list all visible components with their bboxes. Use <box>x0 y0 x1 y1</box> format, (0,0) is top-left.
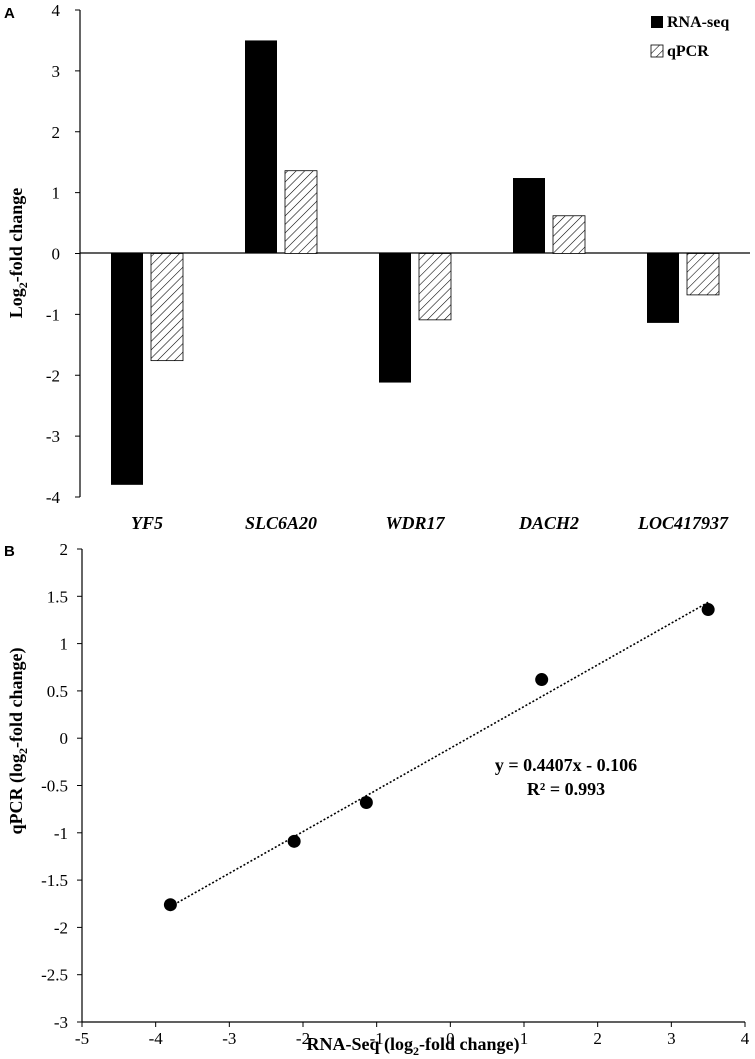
panel-b-scatter-plot: 2 1.5 1 0.5 0 -0.5 -1 -1.5 -2 -2.5 -3 -5 -4 -3 -2 -1 0 1 2… <box>6 540 750 1058</box>
a-y-tick-label: 3 <box>52 62 61 81</box>
b-y-tick-label: 1 <box>60 635 69 654</box>
b-y-tick-label: 1.5 <box>47 587 68 606</box>
bar-rna-seq-yf5 <box>111 253 143 485</box>
bar-qpcr-yf5 <box>150 253 184 362</box>
a-category-label-loc417937: LOC417937 <box>637 513 729 533</box>
b-y-axis-title: qPCR (log2-fold change) <box>6 648 30 835</box>
trendline <box>170 601 709 908</box>
b-x-tick-label: -1 <box>370 1029 384 1048</box>
b-y-tick-label: 0 <box>60 729 69 748</box>
b-x-axis-title: RNA-Seq (log2-fold change) <box>307 1034 520 1058</box>
panel-a-label: A <box>4 5 15 22</box>
bar-rna-seq-wdr17 <box>379 253 411 383</box>
b-x-tick-label: 2 <box>593 1029 602 1048</box>
panel-a-bar-chart: 4 3 2 1 0 -1 -2 -3 -4 YF5 SLC6A20 WDR17 DACH2 LOC417… <box>6 1 750 533</box>
a-category-label-wdr17: WDR17 <box>385 513 445 533</box>
a-category-label-yf5: YF5 <box>131 513 163 533</box>
trendline-equation: y = 0.4407x - 0.106 <box>495 755 637 775</box>
a-y-tick-label: -2 <box>46 366 60 385</box>
r-squared-label: R² = 0.993 <box>527 779 605 799</box>
b-y-tick-label: -1.5 <box>41 871 68 890</box>
legend-label-qpcr: qPCR <box>667 43 709 60</box>
b-y-tick-label: -2 <box>54 918 68 937</box>
b-y-tick-label: -3 <box>54 1013 68 1032</box>
a-legend: RNA-seq qPCR <box>650 14 729 60</box>
b-x-tick-label: 3 <box>667 1029 676 1048</box>
scatter-point <box>535 673 549 687</box>
b-x-tick-label: -2 <box>296 1029 310 1048</box>
a-category-label-dach2: DACH2 <box>518 513 579 533</box>
panel-b-label: B <box>4 543 15 560</box>
bar-qpcr-wdr17 <box>418 253 452 321</box>
legend-swatch-rnaseq <box>651 16 663 28</box>
b-y-tick-label: 2 <box>60 540 69 559</box>
b-y-tick-label: -0.5 <box>41 777 68 796</box>
bar-rna-seq-loc417937 <box>647 253 679 323</box>
a-y-tick-label: 0 <box>52 245 61 264</box>
bar-qpcr-dach2 <box>552 215 586 254</box>
b-x-tick-label: 1 <box>520 1029 529 1048</box>
a-y-tick-label: 4 <box>52 1 61 20</box>
a-y-tick-label: 2 <box>52 123 61 142</box>
scatter-point <box>287 834 301 848</box>
b-x-tick-label: 4 <box>741 1029 750 1048</box>
a-y-tick-label: -4 <box>46 488 61 507</box>
bar-rna-seq-dach2 <box>513 178 545 254</box>
bar-qpcr-slc6a20 <box>284 170 318 254</box>
b-y-tick-label: 0.5 <box>47 682 68 701</box>
scatter-point <box>701 603 715 617</box>
a-category-label-slc6a20: SLC6A20 <box>245 513 317 533</box>
a-y-tick-label: -1 <box>46 305 60 324</box>
bar-qpcr-loc417937 <box>686 253 720 296</box>
a-y-tick-label: 1 <box>52 184 61 203</box>
scatter-point <box>163 898 177 912</box>
legend-swatch-qpcr <box>650 44 664 58</box>
b-x-tick-label: -4 <box>149 1029 164 1048</box>
b-x-tick-label: 0 <box>446 1029 455 1048</box>
b-y-tick-label: -1 <box>54 824 68 843</box>
scatter-point <box>359 796 373 810</box>
a-y-axis-title: Log2-fold change <box>6 188 30 319</box>
legend-label-rnaseq: RNA-seq <box>667 14 729 31</box>
b-x-tick-label: -3 <box>222 1029 236 1048</box>
b-x-tick-label: -5 <box>75 1029 89 1048</box>
b-y-tick-label: -2.5 <box>41 966 68 985</box>
a-y-tick-label: -3 <box>46 427 60 446</box>
bar-rna-seq-slc6a20 <box>245 40 277 254</box>
